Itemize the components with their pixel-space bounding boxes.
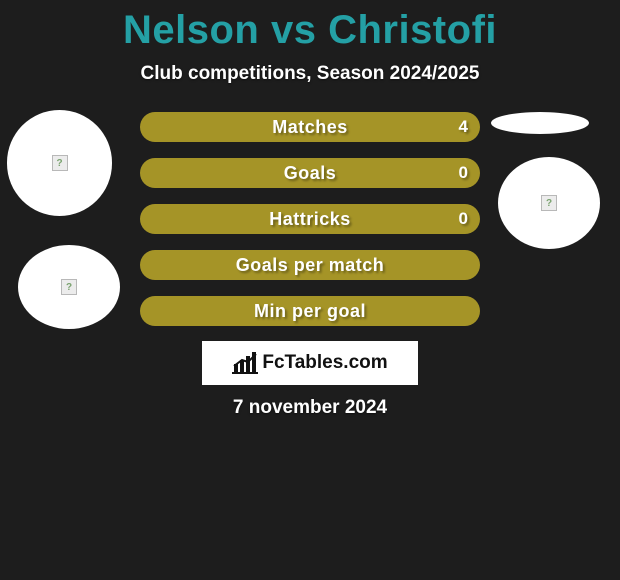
stat-bar: Min per goal (140, 296, 480, 326)
avatar-placeholder (18, 245, 120, 329)
stat-bar-value: 0 (459, 158, 468, 188)
stat-bar-label: Matches (140, 112, 480, 142)
stat-bar: Matches4 (140, 112, 480, 142)
comparison-stage: Matches4Goals0Hattricks0Goals per matchM… (0, 85, 620, 425)
stat-bar-label: Goals per match (140, 250, 480, 280)
footer-date: 7 november 2024 (0, 397, 620, 419)
brand-badge: FcTables.com (202, 341, 418, 385)
page-subtitle: Club competitions, Season 2024/2025 (0, 63, 620, 85)
avatar-placeholder (498, 157, 600, 249)
missing-image-icon (52, 155, 68, 171)
stat-bar: Goals per match (140, 250, 480, 280)
stat-bar-label: Goals (140, 158, 480, 188)
page-title: Nelson vs Christofi (0, 0, 620, 53)
missing-image-icon (61, 279, 77, 295)
stat-bar: Goals0 (140, 158, 480, 188)
avatar-placeholder (7, 110, 112, 216)
avatar-placeholder (491, 112, 589, 134)
brand-text: FcTables.com (262, 352, 387, 374)
brand-chart-icon (232, 352, 258, 374)
stat-bar: Hattricks0 (140, 204, 480, 234)
stat-bars: Matches4Goals0Hattricks0Goals per matchM… (140, 112, 480, 342)
missing-image-icon (541, 195, 557, 211)
stat-bar-value: 4 (459, 112, 468, 142)
stat-bar-value: 0 (459, 204, 468, 234)
stat-bar-label: Min per goal (140, 296, 480, 326)
stat-bar-label: Hattricks (140, 204, 480, 234)
